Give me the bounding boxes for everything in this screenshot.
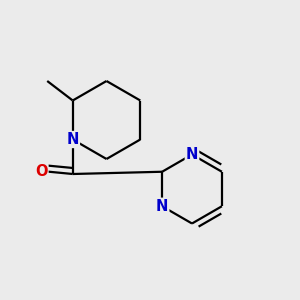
Text: N: N: [67, 132, 79, 147]
Text: N: N: [156, 199, 168, 214]
Text: O: O: [35, 164, 47, 178]
Text: N: N: [186, 147, 198, 162]
